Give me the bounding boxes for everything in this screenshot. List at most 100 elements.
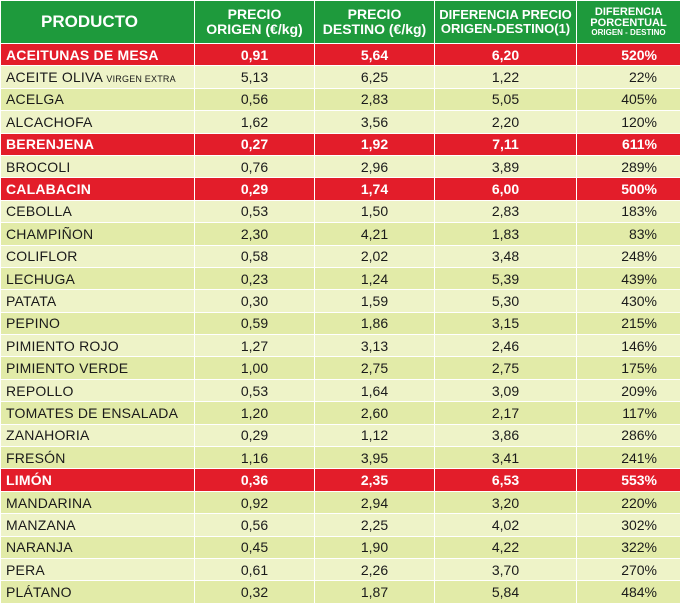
cell-diferencia-porcentual-text: 439% (621, 270, 657, 287)
cell-producto-text: BERENJENA (6, 136, 95, 153)
cell-diferencia-precio-text: 7,11 (492, 136, 519, 153)
cell-precio-origen: 0,32 (194, 580, 315, 604)
table-row: NARANJA 0,45 1,90 4,22 322% (0, 535, 680, 559)
cell-precio-destino-text: 1,59 (360, 292, 389, 309)
table-row: ALCACHOFA 1,62 3,56 2,20 120% (0, 110, 680, 134)
cell-precio-destino: 1,12 (314, 423, 435, 448)
cell-diferencia-porcentual-text: 120% (621, 113, 657, 130)
cell-diferencia-porcentual: 553% (576, 468, 680, 492)
cell-diferencia-porcentual: 146% (576, 334, 680, 358)
cell-precio-destino-text: 2,25 (360, 516, 389, 533)
cell-precio-destino: 1,86 (314, 311, 435, 336)
cell-diferencia-porcentual: 183% (576, 199, 680, 224)
cell-diferencia-precio-text: 5,30 (491, 292, 520, 309)
cell-precio-destino: 2,94 (314, 490, 435, 515)
cell-precio-destino-text: 1,24 (360, 270, 389, 287)
table-row: COLIFLOR 0,58 2,02 3,48 248% (0, 244, 680, 268)
cell-producto: CALABACIN (0, 177, 195, 201)
cell-diferencia-porcentual-text: 117% (622, 404, 657, 421)
cell-diferencia-porcentual-text: 220% (621, 494, 657, 511)
cell-diferencia-precio: 4,22 (434, 535, 577, 559)
cell-producto-text: ACELGA (6, 91, 64, 108)
cell-precio-origen: 0,23 (194, 266, 315, 291)
cell-precio-destino-text: 1,64 (360, 382, 389, 399)
cell-diferencia-precio-text: 2,20 (491, 113, 520, 130)
cell-diferencia-precio-text: 3,48 (491, 248, 520, 265)
cell-diferencia-precio-text: 4,02 (491, 516, 520, 533)
cell-precio-origen-text: 0,27 (240, 136, 269, 153)
cell-precio-origen-text: 1,20 (240, 404, 269, 421)
cell-precio-destino-text: 1,90 (360, 539, 389, 556)
table-row: ACELGA 0,56 2,83 5,05 405% (0, 87, 680, 112)
header-precio-destino-line1: PRECIO (347, 6, 402, 23)
cell-diferencia-precio-text: 5,05 (491, 91, 520, 108)
table-row: PEPINO 0,59 1,86 3,15 215% (0, 311, 680, 336)
cell-diferencia-porcentual-text: 302% (621, 516, 657, 533)
cell-precio-origen: 1,62 (194, 110, 315, 134)
cell-diferencia-porcentual: 484% (576, 580, 680, 604)
cell-diferencia-porcentual-text: 270% (621, 561, 657, 578)
header-producto-label: PRODUCTO (41, 12, 138, 32)
cell-producto-text: BROCOLI (6, 158, 71, 175)
cell-precio-destino: 2,02 (314, 244, 435, 268)
cell-precio-origen-text: 1,27 (240, 337, 269, 354)
cell-precio-destino-text: 6,25 (360, 69, 389, 86)
cell-precio-origen: 0,45 (194, 535, 315, 559)
cell-producto: CHAMPIÑON (0, 222, 195, 246)
cell-producto-text: PLÁTANO (6, 584, 72, 601)
cell-precio-destino: 3,95 (314, 446, 435, 470)
cell-producto-text: FRESÓN (6, 449, 66, 466)
cell-precio-destino: 1,74 (314, 177, 435, 201)
cell-producto: PLÁTANO (0, 580, 195, 604)
cell-precio-destino-text: 3,95 (360, 449, 389, 466)
cell-producto-text: PATATA (6, 292, 57, 309)
cell-producto-text: LECHUGA (6, 270, 76, 287)
cell-producto-text: PERA (6, 561, 45, 578)
cell-precio-destino-text: 2,02 (360, 248, 389, 265)
table-row: CALABACIN 0,29 1,74 6,00 500% (0, 177, 680, 201)
cell-diferencia-porcentual: 117% (576, 401, 680, 425)
cell-producto: PATATA (0, 289, 195, 313)
cell-precio-destino-text: 2,94 (360, 494, 389, 511)
table-row: ACEITUNAS DE MESA 0,91 5,64 6,20 520% (0, 42, 680, 67)
table-row: BROCOLI 0,76 2,96 3,89 289% (0, 154, 680, 179)
cell-diferencia-porcentual-text: 241% (621, 449, 657, 466)
cell-diferencia-precio: 2,17 (434, 401, 577, 425)
cell-precio-origen-text: 5,13 (240, 69, 269, 86)
cell-producto-text: MANDARINA (6, 494, 92, 511)
cell-producto: MANZANA (0, 513, 195, 537)
cell-diferencia-porcentual: 83% (576, 222, 680, 246)
cell-diferencia-porcentual: 500% (576, 177, 680, 201)
cell-producto: LECHUGA (0, 266, 195, 291)
cell-precio-origen: 0,30 (194, 289, 315, 313)
cell-diferencia-porcentual: 241% (576, 446, 680, 470)
cell-diferencia-precio: 2,83 (434, 199, 577, 224)
cell-precio-origen-text: 0,61 (240, 561, 269, 578)
table-row: PIMIENTO VERDE 1,00 2,75 2,75 175% (0, 356, 680, 380)
cell-producto: ACEITUNAS DE MESA (0, 42, 195, 67)
cell-precio-destino: 1,90 (314, 535, 435, 559)
cell-diferencia-precio: 2,75 (434, 356, 577, 380)
cell-diferencia-precio: 1,83 (434, 222, 577, 246)
cell-producto-qualifier: VIRGEN EXTRA (106, 74, 176, 85)
cell-precio-destino-text: 4,21 (360, 225, 389, 242)
cell-diferencia-precio: 2,46 (434, 334, 577, 358)
cell-producto: PERA (0, 557, 195, 582)
cell-precio-destino-text: 2,83 (360, 91, 389, 108)
cell-diferencia-precio-text: 5,84 (491, 584, 520, 601)
cell-precio-origen: 0,58 (194, 244, 315, 268)
cell-precio-origen-text: 0,45 (240, 539, 269, 556)
cell-diferencia-porcentual: 248% (576, 244, 680, 268)
cell-precio-destino: 2,75 (314, 356, 435, 380)
cell-precio-origen: 2,30 (194, 222, 315, 246)
table-row: REPOLLO 0,53 1,64 3,09 209% (0, 378, 680, 403)
cell-precio-destino: 6,25 (314, 65, 435, 89)
cell-diferencia-precio-text: 2,75 (491, 360, 520, 377)
cell-diferencia-porcentual-text: 405% (621, 91, 657, 108)
cell-diferencia-precio: 3,86 (434, 423, 577, 448)
cell-diferencia-porcentual-text: 175% (621, 360, 657, 377)
cell-producto: FRESÓN (0, 446, 195, 470)
cell-precio-origen: 5,13 (194, 65, 315, 89)
header-precio-origen-line2: ORIGEN (€/kg) (206, 21, 303, 37)
cell-producto: LIMÓN (0, 468, 195, 492)
